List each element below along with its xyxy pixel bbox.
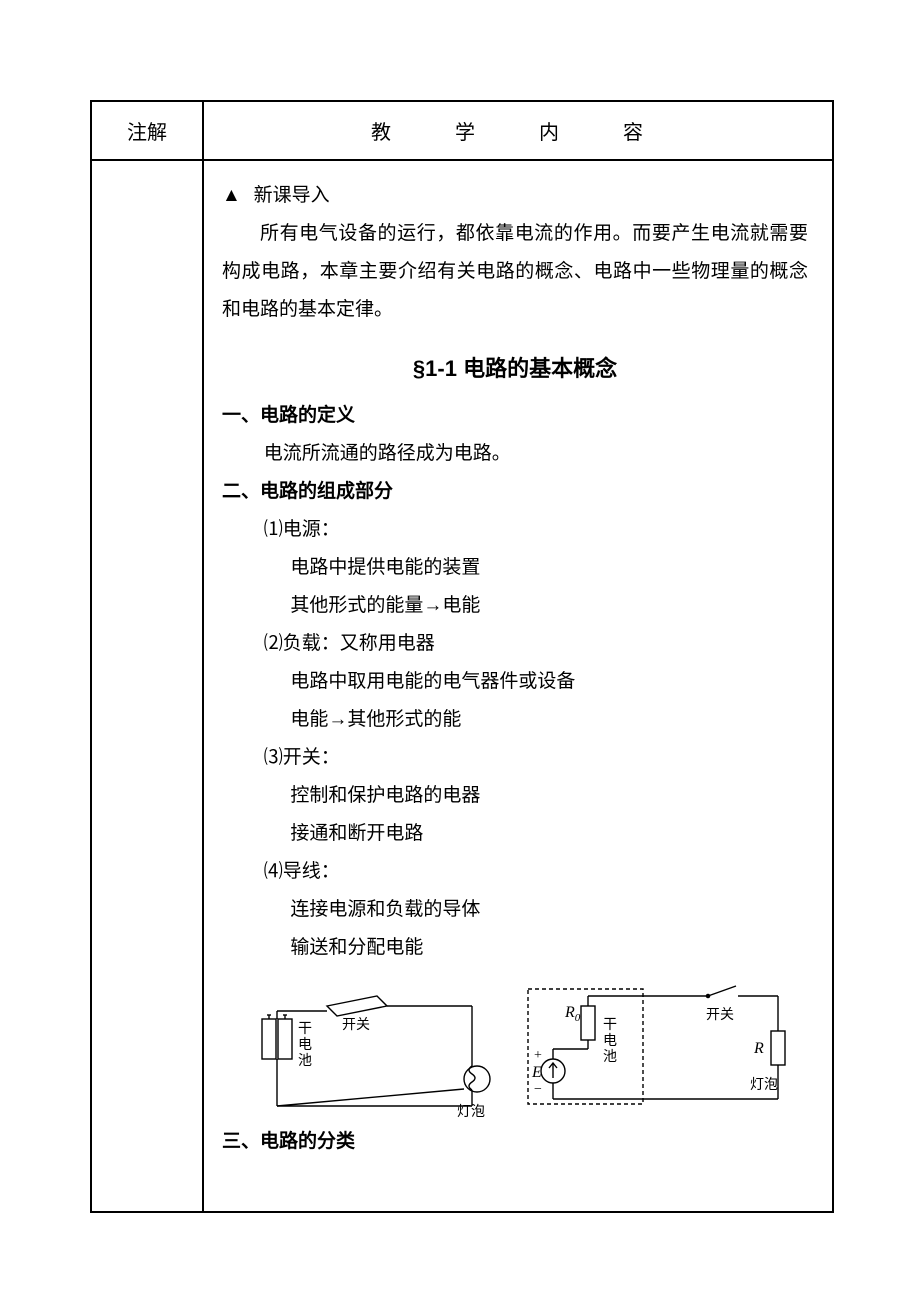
label-batt-r1: 干 <box>603 1018 617 1033</box>
label-batt-r2: 电 <box>603 1033 617 1049</box>
label-bulb: 灯泡 <box>457 1104 485 1120</box>
label-r: R <box>753 1040 764 1057</box>
label-batt-r3: 池 <box>603 1049 617 1065</box>
intro-title: 新课导入 <box>254 185 330 206</box>
intro-paragraph: 所有电气设备的运行，都依靠电流的作用。而要产生电流就需要构成电路，本章主要介绍有… <box>222 215 808 329</box>
heading-3: 三、电路的分类 <box>222 1123 808 1161</box>
item-3-num: ⑶开关： <box>222 739 808 777</box>
header-content-cell: 教 学 内 容 <box>204 102 832 159</box>
label-switch-r: 开关 <box>706 1007 734 1023</box>
heading-2: 二、电路的组成部分 <box>222 473 808 511</box>
label-battery-3: 池 <box>298 1053 312 1069</box>
item-4-num: ⑷导线： <box>222 853 808 891</box>
label-plus: + <box>534 1048 542 1063</box>
h1-line1: 电流所流通的路径成为电路。 <box>222 435 808 473</box>
header-annotation-cell: 注解 <box>92 102 204 159</box>
item-1-num: ⑴电源： <box>222 511 808 549</box>
intro-heading: ▲ 新课导入 <box>222 177 808 215</box>
label-e: E <box>531 1064 542 1081</box>
item-2-l2: 电能→其他形式的能 <box>222 701 808 739</box>
label-battery-1: 干 <box>298 1022 312 1037</box>
pictorial-circuit-svg: 开关 干 电 池 灯泡 <box>222 971 502 1121</box>
table-body-row: ▲ 新课导入 所有电气设备的运行，都依靠电流的作用。而要产生电流就需要构成电路，… <box>92 161 832 1211</box>
diagram-row: 开关 干 电 池 灯泡 <box>222 971 808 1121</box>
schematic-circuit-svg: R0 开关 干 电 池 + E − R 灯泡 <box>508 971 808 1121</box>
section-title: §1-1 电路的基本概念 <box>222 347 808 391</box>
item-2-l1: 电路中取用电能的电气器件或设备 <box>222 663 808 701</box>
label-battery-2: 电 <box>298 1037 312 1053</box>
item-4-l2: 输送和分配电能 <box>222 929 808 967</box>
item-1-l2: 其他形式的能量→电能 <box>222 587 808 625</box>
table-header-row: 注解 教 学 内 容 <box>92 102 832 161</box>
label-switch: 开关 <box>342 1017 370 1033</box>
heading-1: 一、电路的定义 <box>222 397 808 435</box>
item-4-l1: 连接电源和负载的导体 <box>222 891 808 929</box>
label-minus: − <box>534 1082 542 1097</box>
lesson-table: 注解 教 学 内 容 ▲ 新课导入 所有电气设备的运行，都依靠电流的作用。而要产… <box>90 100 834 1213</box>
triangle-marker-icon: ▲ <box>222 177 241 215</box>
label-bulb-r: 灯泡 <box>750 1077 778 1093</box>
circuit-diagram-right: R0 开关 干 电 池 + E − R 灯泡 <box>508 971 808 1121</box>
circuit-diagram-left: 开关 干 电 池 灯泡 <box>222 971 502 1121</box>
item-1-l1: 电路中提供电能的装置 <box>222 549 808 587</box>
content-column: ▲ 新课导入 所有电气设备的运行，都依靠电流的作用。而要产生电流就需要构成电路，… <box>204 161 832 1211</box>
item-3-l1: 控制和保护电路的电器 <box>222 777 808 815</box>
item-2-num: ⑵负载：又称用电器 <box>222 625 808 663</box>
label-r0: R0 <box>564 1004 581 1024</box>
annotation-column <box>92 161 204 1211</box>
item-3-l2: 接通和断开电路 <box>222 815 808 853</box>
